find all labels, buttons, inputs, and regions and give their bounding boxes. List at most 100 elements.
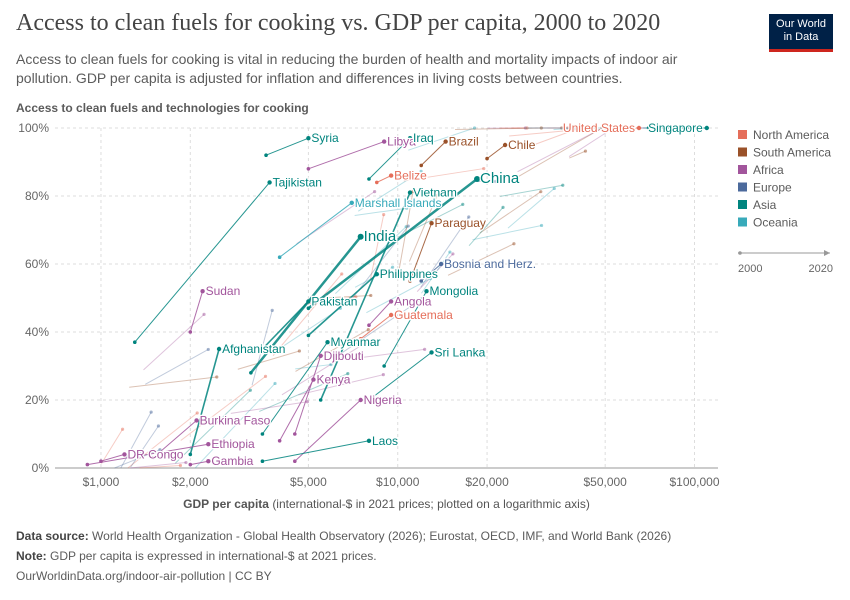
legend-item-asia[interactable]: Asia [738,198,777,212]
background-point [539,190,543,194]
label-united-states: United States [563,121,635,135]
background-trajectory [403,168,484,182]
label-guatemala: Guatemala [394,308,453,322]
background-trajectory [499,184,563,197]
background-trajectory [479,191,542,234]
logo-line-1: Our World [776,18,826,30]
note-label: Note: [16,549,47,563]
trajectory-pakistan [261,300,309,350]
background-point [405,206,409,210]
trajectory-marshall-islands [279,202,353,258]
trajectory-china [307,178,478,310]
label-marshall-islands: Marshall Islands [355,196,442,210]
timeline-arrow [824,250,830,256]
background-trajectory [237,350,300,370]
owid-logo[interactable]: Our World in Data [769,14,833,52]
chart-subtitle: Access to clean fuels for cooking is vit… [16,51,678,86]
start-point [277,439,282,443]
y-tick-label: 80% [25,189,49,203]
background-trajectory [145,348,209,385]
source-text: World Health Organization - Global Healt… [92,529,672,543]
end-point [194,418,199,423]
legend-swatch [738,147,747,157]
background-point [391,265,395,269]
background-point [472,126,477,130]
background-trajectory [295,364,331,370]
x-tick-label: $50,000 [583,475,627,489]
footer-url[interactable]: OurWorldinData.org/indoor-air-pollution … [16,569,272,583]
background-point [158,448,162,452]
end-point [388,173,394,178]
end-point [374,272,379,277]
y-tick-label: 40% [25,325,49,339]
end-point [636,125,642,131]
trajectory-sri-lanka [368,352,432,401]
end-point [429,350,434,355]
end-point [438,261,444,267]
background-point [248,388,252,392]
legend-swatch [738,130,747,139]
background-trajectory [143,314,205,371]
end-point [306,299,311,304]
start-point [306,167,311,171]
start-point [367,398,371,402]
background-point [369,293,373,298]
background-point [561,183,565,187]
legend-swatch [738,182,747,192]
legend-label: North America [753,128,829,142]
background-point [411,189,415,194]
timeline-start-dot [738,251,742,255]
start-point [264,153,268,157]
legend: North America South America Africa Europe As… [738,128,831,230]
background-trajectory [408,127,475,151]
x-tick-label: $2,000 [172,475,209,489]
background-point [120,427,125,431]
legend-item-south-america[interactable]: South America [738,146,831,160]
start-point [367,323,371,328]
scatter-chart[interactable]: 0% 20% 40% 60% 80% 100% $1,000 $2,000 $5,000 $10,… [0,0,850,520]
background-trajectory [194,383,276,469]
trajectory-tajikistan [134,182,270,343]
label-laos: Laos [372,434,398,448]
background-trajectory [114,449,161,469]
background-trajectory [455,127,542,130]
label-chile: Chile [508,138,536,152]
axes: 0% 20% 40% 60% 80% 100% $1,000 $2,000 $5,000 $10,… [18,121,720,511]
background-point [572,126,577,130]
background-trajectory [329,342,378,346]
background-point [364,340,369,344]
start-point [485,156,489,161]
end-point [704,125,709,131]
background-trajectory [130,425,159,468]
legend-item-africa[interactable]: Africa [738,163,784,177]
note-text: GDP per capita is expressed in internati… [50,549,377,563]
legend-item-north-america[interactable]: North America [738,128,829,142]
label-burkina-faso: Burkina Faso [200,413,271,427]
legend-item-oceania[interactable]: Oceania [738,216,798,230]
background-point [273,381,277,386]
background-point [467,215,471,219]
trajectory-kenya [279,379,314,442]
x-tick-label: $5,000 [290,475,327,489]
background-trajectory [416,253,454,292]
background-trajectory [354,207,407,217]
label-bosnia-and-herz-: Bosnia and Herz. [444,257,536,271]
end-point [407,190,413,195]
start-point [260,347,265,351]
background-point [451,252,455,256]
start-point [260,459,265,464]
start-point [408,279,412,283]
start-point [151,456,156,460]
start-point [419,163,424,168]
background-point [560,126,564,130]
x-tick-label: $1,000 [83,475,120,489]
legend-label: South America [753,146,831,160]
background-trajectory [298,374,384,396]
background-point [149,410,153,414]
end-point [216,346,222,352]
background-trajectory [130,462,186,469]
legend-item-europe[interactable]: Europe [738,181,792,195]
timeline-start: 2000 [738,263,762,275]
label-sri-lanka: Sri Lanka [435,345,486,359]
